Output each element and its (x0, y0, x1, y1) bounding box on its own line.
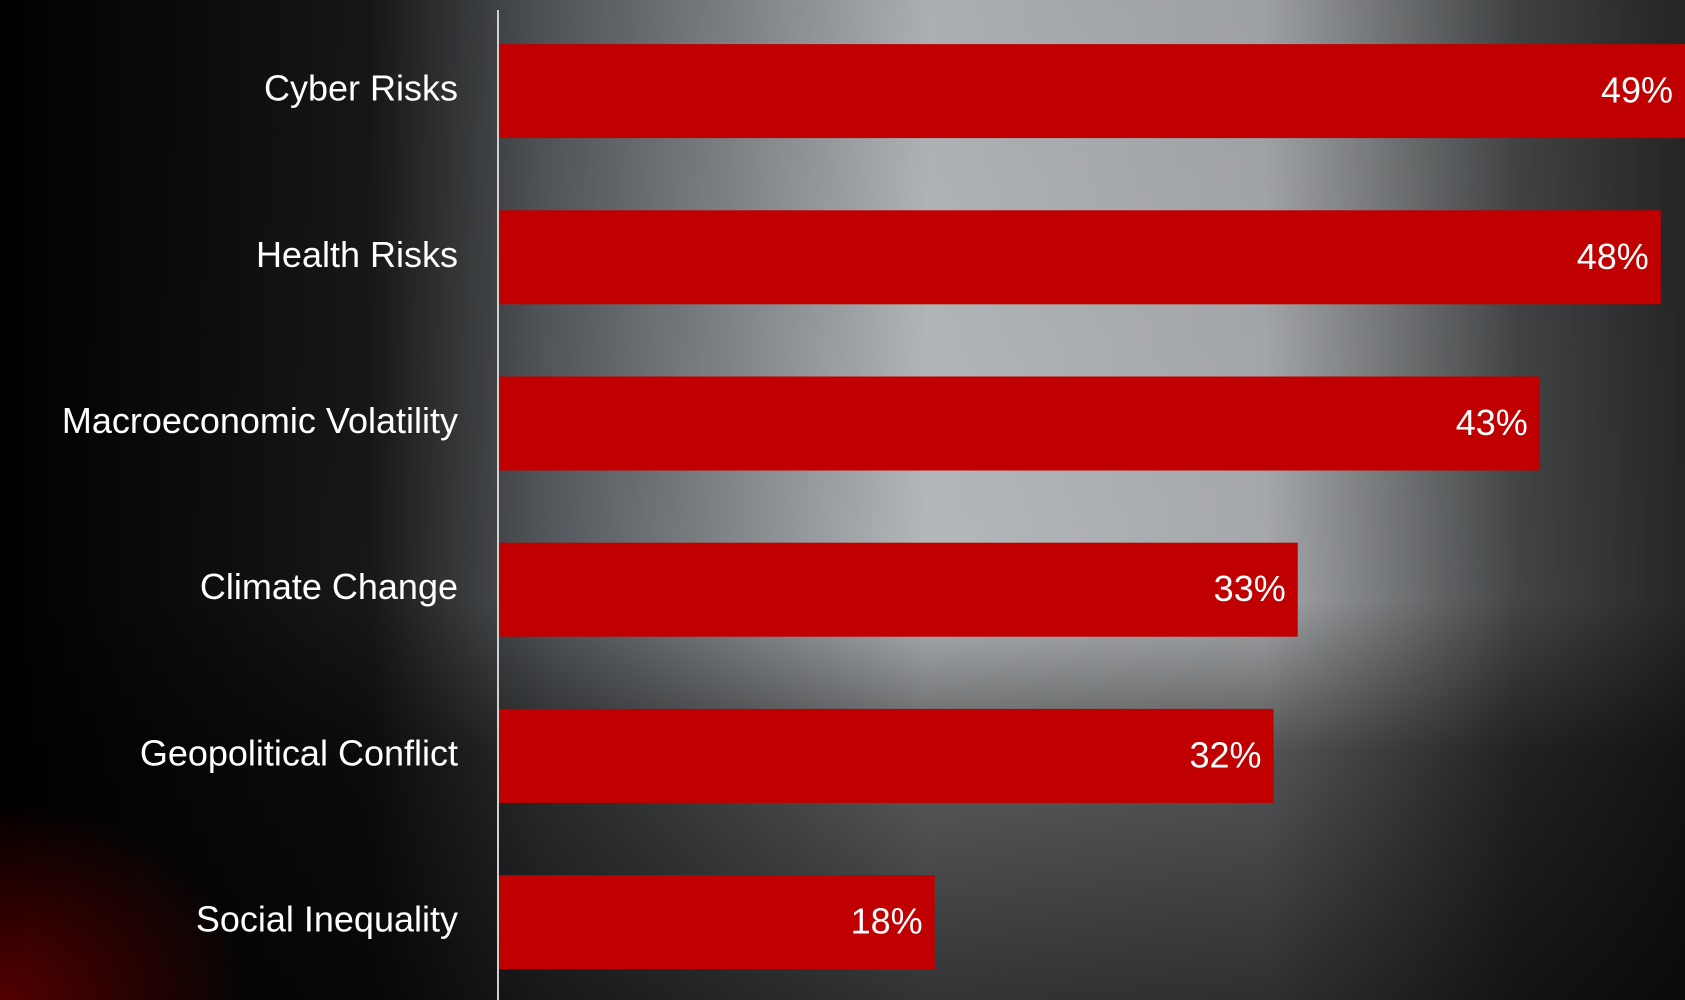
value-label: 43% (1456, 402, 1528, 443)
category-label: Geopolitical Conflict (140, 732, 458, 773)
category-label: Health Risks (256, 234, 458, 275)
background-glow (0, 600, 500, 1000)
value-label: 33% (1214, 568, 1286, 609)
value-label: 18% (851, 901, 923, 942)
value-label: 48% (1577, 236, 1649, 277)
bar (499, 376, 1540, 471)
category-label: Macroeconomic Volatility (62, 400, 458, 441)
bar (499, 210, 1661, 305)
category-label: Social Inequality (196, 899, 458, 940)
value-label: 49% (1601, 70, 1673, 111)
category-label: Cyber Risks (264, 68, 458, 109)
bar (499, 708, 1274, 803)
bar (499, 875, 935, 970)
bar (499, 44, 1685, 139)
value-label: 32% (1189, 734, 1261, 775)
category-label: Climate Change (200, 566, 458, 607)
bar (499, 542, 1298, 637)
